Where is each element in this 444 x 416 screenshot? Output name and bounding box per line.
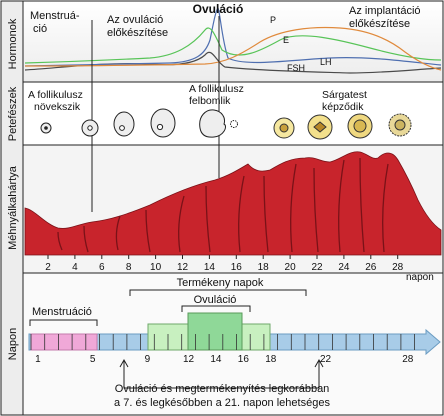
blood-vessel [57,231,63,251]
ovulation-title: Ovuláció [193,2,244,16]
cycle-day-number: 12 [183,354,195,365]
follicle-ruptures-label-2: felbomlik [189,95,231,107]
days-unit: napon [406,272,434,283]
blood-vessel [290,163,297,253]
day-tick-label: 2 [45,262,51,273]
blood-vessel [178,195,185,253]
day-tick-label: 10 [150,262,162,273]
fertile-days-label: Termékeny napok [177,277,264,289]
blood-vessel [205,185,211,253]
fsh-curve-label: FSH [287,63,305,73]
corpus-luteum-label-2: képződik [322,101,364,113]
follicle-grows-label-1: A follikulusz [28,89,83,101]
cycle-day-number: 28 [402,354,414,365]
ovulation-days-label: Ovuláció [194,294,237,306]
endometrium-tissue [24,151,442,256]
p-curve-label: P [270,15,276,25]
follicle-2 [81,119,99,137]
follicle-1 [40,122,52,134]
menstruation-bracket [29,319,98,326]
cycle-day-number: 5 [90,354,96,365]
blood-vessel [145,209,151,253]
menstruation-days-label: Menstruáció [32,306,92,318]
cycle-day-number: 18 [265,354,277,365]
row-label-days: Napon [7,328,19,360]
row-label-endometrium: Méhnyálkahártya [7,165,19,250]
menstruation-label-1: Menstruá- [30,10,80,22]
endometrium-vessels [57,157,389,253]
e-curve-label: E [283,35,289,45]
day-tick-label: 4 [72,262,78,273]
row-label-hormones: Hormonok [7,18,19,69]
ovulation-bracket [181,305,251,312]
day-tick-label: 16 [231,262,243,273]
blood-vessel [338,159,345,253]
progesterone-curve [24,26,442,71]
day-tick-label: 8 [126,262,132,273]
cycle-day-number: 14 [210,354,222,365]
blood-vessel [359,157,365,253]
cycle-day-number: 16 [238,354,250,365]
cycle-day-number: 9 [145,354,151,365]
day-tick-label: 20 [285,262,297,273]
menstruation-label-2: ció [33,23,47,35]
prep-ovulation-label-1: Az ovuláció [107,14,163,26]
day-tick-label: 22 [311,262,323,273]
blood-vessel [313,167,319,253]
blood-vessel [263,175,269,253]
cycle-day-numbers: 1 5 9 12 14 16 18 22 28 [35,354,414,365]
menstruation-block [30,333,98,351]
prep-implantation-label-2: előkészítése [349,18,410,30]
day-tick-label: 12 [177,262,189,273]
hormone-panel [22,0,444,83]
follicle-4 [150,108,176,138]
fertile-days-bracket [129,289,307,296]
prep-implantation-label-1: Az implantáció [349,5,421,17]
cycle-day-dividers [30,334,416,350]
day-tick-label: 24 [338,262,350,273]
lh-curve-label: LH [320,57,332,67]
day-ticks: 2 4 6 8 10 12 14 16 18 20 22 24 26 28 [45,255,404,273]
day-tick-label: 26 [365,262,377,273]
corpus-luteum-label-1: Sárgatest [322,89,367,101]
ruptured-follicle [199,109,238,138]
lh-curve [24,6,442,67]
possible-range-bracket [123,376,320,389]
blood-vessel [83,225,89,253]
row-label-ovaries: Petefészek [7,86,19,141]
cycle-day-number: 1 [35,354,41,365]
possible-range-note-2: a 7. és legkésőbben a 21. napon lehetség… [114,397,330,409]
blood-vessel [382,163,389,253]
possible-range-note-1: Ovuláció és megtermékenyítés legkorábban [115,383,330,395]
blood-vessel [115,215,121,251]
blood-vessel [238,175,245,253]
corpus-luteum-2 [307,114,333,140]
day-tick-label: 18 [258,262,270,273]
prep-ovulation-label-2: előkészítése [107,27,168,39]
hormone-curves [24,6,442,74]
day-tick-label: 28 [392,262,404,273]
ovulation-window-block [187,312,243,351]
corpus-luteum-3 [347,113,373,139]
estrogen-curve [24,27,442,64]
day-tick-label: 6 [99,262,105,273]
corpus-luteum-4 [388,113,412,137]
follicle-3 [113,111,135,137]
day-tick-label: 14 [204,262,216,273]
cycle-day-number: 22 [320,354,332,365]
follicle-grows-label-2: növekszik [34,101,81,113]
follicle-ruptures-label-1: A follikulusz [189,83,244,95]
corpus-luteum-1 [273,117,295,139]
